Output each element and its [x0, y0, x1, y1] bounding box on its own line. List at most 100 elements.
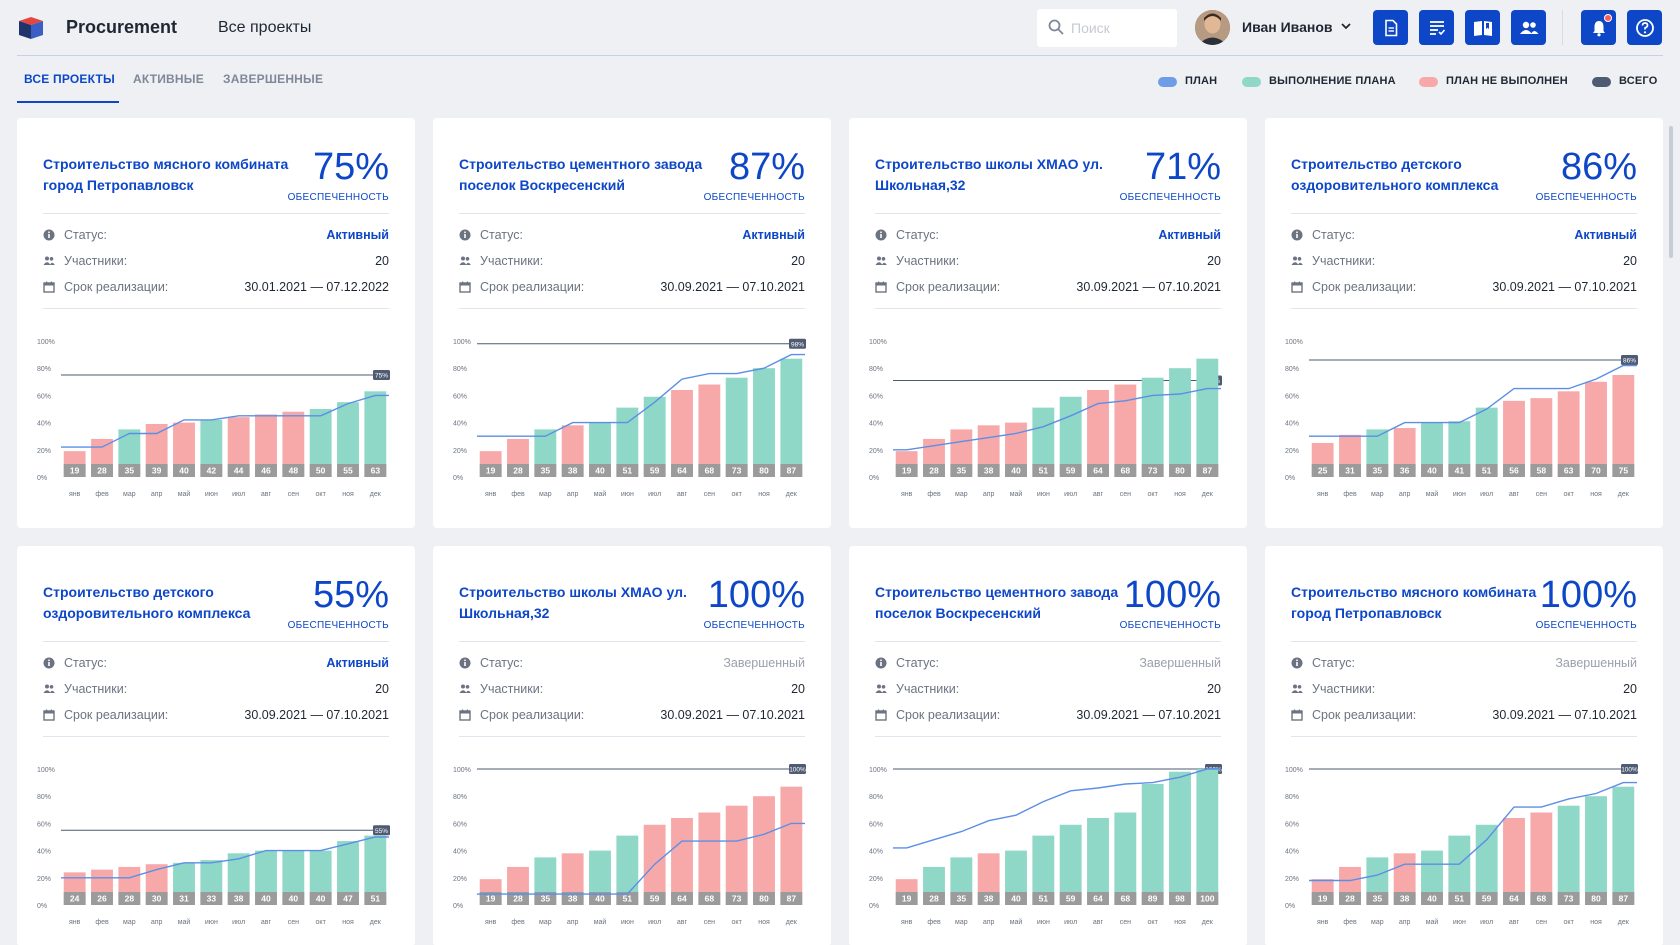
bar[interactable]: [643, 396, 666, 477]
bar[interactable]: [1612, 375, 1635, 477]
bar[interactable]: [255, 414, 277, 477]
project-card[interactable]: Строительство цементного завода поселок …: [849, 546, 1247, 945]
project-card[interactable]: Строительство детского оздоровительного …: [17, 546, 415, 945]
notifications-button[interactable]: [1581, 10, 1616, 45]
user-name[interactable]: Иван Иванов: [1242, 19, 1333, 35]
bar[interactable]: [364, 835, 387, 905]
x-tick-label: май: [178, 918, 191, 926]
project-title[interactable]: Строительство детского оздоровительного …: [1291, 156, 1499, 193]
bar[interactable]: [616, 407, 639, 477]
card-divider: [43, 308, 389, 309]
bar-value-box: [1585, 464, 1607, 477]
bar[interactable]: [780, 786, 803, 905]
bar[interactable]: [1503, 400, 1525, 477]
project-title[interactable]: Строительство школы ХМАО ул. Школьная,32: [875, 156, 1103, 193]
bar-value-box: [1339, 892, 1361, 905]
bar[interactable]: [753, 368, 775, 477]
bar[interactable]: [725, 377, 748, 477]
project-card[interactable]: Строительство школы ХМАО ул. Школьная,32…: [433, 546, 831, 945]
list-button[interactable]: [1419, 10, 1454, 45]
x-tick-label: апр: [983, 491, 995, 498]
scrollbar-thumb[interactable]: [1669, 126, 1673, 258]
bar[interactable]: [671, 389, 693, 477]
bar[interactable]: [337, 402, 359, 477]
bar[interactable]: [255, 850, 277, 905]
bar[interactable]: [1005, 850, 1027, 905]
project-title[interactable]: Строительство мясного комбината город Пе…: [43, 156, 289, 193]
bar[interactable]: [309, 409, 332, 477]
project-title[interactable]: Строительство мясного комбината город Пе…: [1291, 584, 1537, 621]
bar[interactable]: [753, 796, 775, 905]
bar[interactable]: [227, 417, 250, 477]
tab-completed[interactable]: ЗАВЕРШЕННЫЕ: [223, 72, 324, 86]
bar-value-label: 35: [125, 466, 135, 476]
bar[interactable]: [1141, 783, 1164, 905]
bar[interactable]: [1169, 771, 1191, 905]
bar[interactable]: [1196, 358, 1219, 477]
search-input[interactable]: [1071, 18, 1167, 38]
bar[interactable]: [282, 850, 305, 905]
bar[interactable]: [145, 423, 168, 477]
project-card[interactable]: Строительство мясного комбината город Пе…: [17, 118, 415, 528]
bar[interactable]: [173, 422, 195, 477]
bar[interactable]: [589, 422, 611, 477]
bar[interactable]: [589, 850, 611, 905]
bar[interactable]: [200, 419, 223, 477]
x-tick-label: ноя: [758, 491, 770, 498]
bar[interactable]: [1059, 824, 1082, 905]
participants-value: 20: [375, 682, 389, 696]
project-title[interactable]: Строительство детского оздоровительного …: [43, 584, 251, 621]
project-title[interactable]: Строительство школы ХМАО ул. Школьная,32: [459, 584, 687, 621]
bar[interactable]: [1530, 398, 1553, 477]
bar[interactable]: [1557, 805, 1580, 905]
bar[interactable]: [282, 411, 305, 477]
bar[interactable]: [698, 384, 721, 477]
bar[interactable]: [1585, 381, 1607, 477]
bar[interactable]: [1114, 812, 1137, 905]
bar[interactable]: [1448, 835, 1471, 905]
bar[interactable]: [1448, 421, 1471, 477]
project-card[interactable]: Строительство детского оздоровительного …: [1265, 118, 1663, 528]
bar[interactable]: [1005, 422, 1027, 477]
bar-value-box: [1503, 464, 1525, 477]
bar[interactable]: [1530, 812, 1553, 905]
bar[interactable]: [337, 841, 359, 905]
app-title[interactable]: Procurement: [66, 17, 178, 37]
catalog-button[interactable]: [1465, 10, 1500, 45]
bar[interactable]: [1557, 391, 1580, 477]
bar[interactable]: [1059, 396, 1082, 477]
bar[interactable]: [725, 805, 748, 905]
team-button[interactable]: [1511, 10, 1546, 45]
bar[interactable]: [1612, 786, 1635, 905]
tab-active[interactable]: АКТИВНЫЕ: [133, 72, 204, 86]
bar[interactable]: [309, 850, 332, 905]
bar[interactable]: [1032, 835, 1055, 905]
bar-value-label: 35: [1373, 894, 1383, 904]
bar[interactable]: [1087, 817, 1109, 905]
project-card[interactable]: Строительство цементного завода поселок …: [433, 118, 831, 528]
project-title[interactable]: Строительство цементного завода поселок …: [459, 156, 703, 193]
bar[interactable]: [1475, 407, 1498, 477]
search-box[interactable]: [1037, 9, 1177, 47]
bar[interactable]: [1141, 377, 1164, 477]
bar[interactable]: [1114, 384, 1137, 477]
bar[interactable]: [1087, 389, 1109, 477]
documents-button[interactable]: [1373, 10, 1408, 45]
bar[interactable]: [1585, 796, 1607, 905]
bar[interactable]: [364, 391, 387, 477]
avatar[interactable]: [1195, 10, 1230, 45]
bar[interactable]: [671, 817, 693, 905]
chevron-down-icon[interactable]: [1340, 20, 1352, 32]
bar[interactable]: [1169, 368, 1191, 477]
bar[interactable]: [780, 358, 803, 477]
help-button[interactable]: [1627, 10, 1662, 45]
bar[interactable]: [1421, 422, 1443, 477]
project-card[interactable]: Строительство мясного комбината город Пе…: [1265, 546, 1663, 945]
bar[interactable]: [1196, 769, 1219, 905]
bar[interactable]: [698, 812, 721, 905]
tab-all-projects[interactable]: ВСЕ ПРОЕКТЫ: [24, 72, 115, 86]
breadcrumb-all-projects[interactable]: Все проекты: [218, 19, 312, 36]
project-card[interactable]: Строительство школы ХМАО ул. Школьная,32…: [849, 118, 1247, 528]
bar[interactable]: [1503, 817, 1525, 905]
project-title[interactable]: Строительство цементного завода поселок …: [875, 584, 1119, 621]
